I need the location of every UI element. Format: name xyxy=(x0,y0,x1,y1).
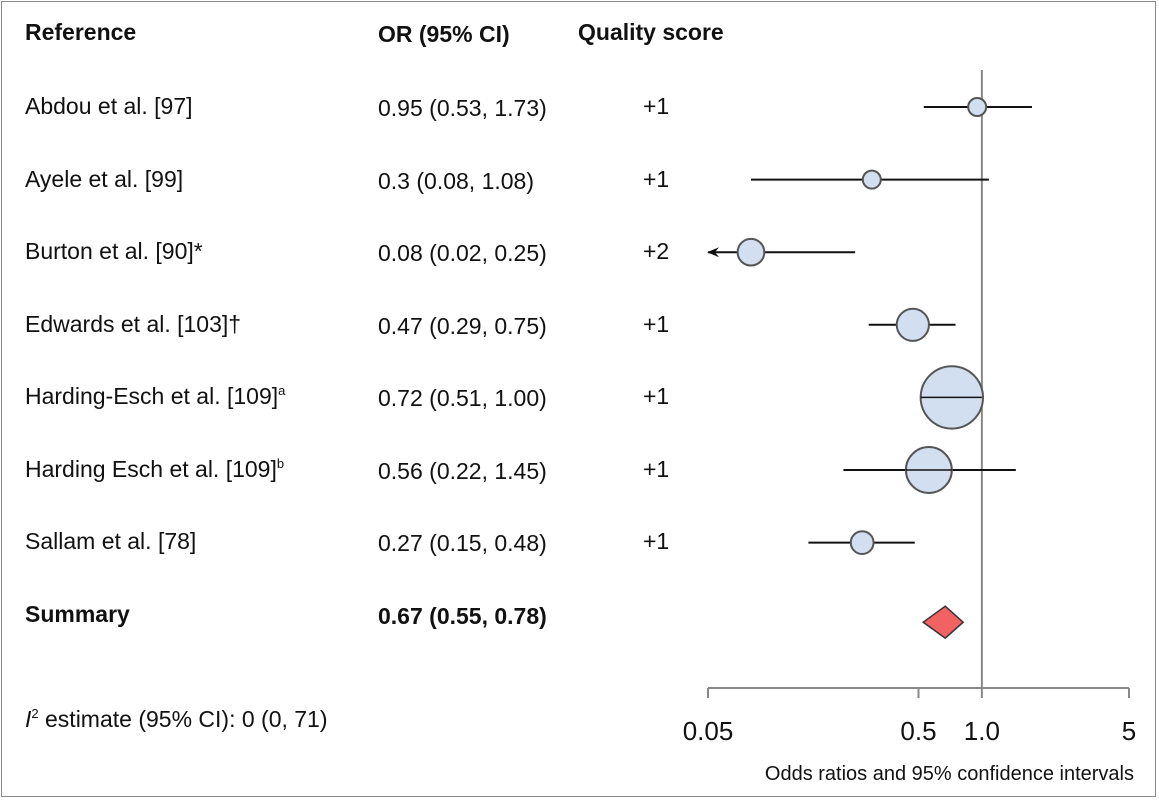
summary-label: Summary xyxy=(25,601,130,627)
row-or: 0.08 (0.02, 0.25) xyxy=(378,240,547,266)
summary-or: 0.67 (0.55, 0.78) xyxy=(378,603,547,629)
row-reference: Burton et al. [90]* xyxy=(25,238,203,264)
row-reference: Edwards et al. [103]† xyxy=(25,311,242,337)
x-tick-label: 1.0 xyxy=(964,716,1000,746)
study-marker xyxy=(849,530,875,555)
study-marker xyxy=(736,237,766,267)
study-marker xyxy=(967,97,988,117)
row-quality: +1 xyxy=(643,311,670,337)
row-or: 0.27 (0.15, 0.48) xyxy=(378,530,547,556)
row-quality: +1 xyxy=(643,456,670,482)
x-tick-label: 5 xyxy=(1122,716,1136,746)
row-or: 0.95 (0.53, 1.73) xyxy=(378,95,547,121)
row-or: 0.3 (0.08, 1.08) xyxy=(378,168,534,194)
study-marker xyxy=(861,169,882,190)
row-reference: Ayele et al. [99] xyxy=(25,166,184,192)
row-reference: Abdou et al. [97] xyxy=(25,93,193,119)
x-tick-label: 0.05 xyxy=(683,716,734,746)
heterogeneity-estimate: I2 estimate (95% CI): 0 (0, 71) xyxy=(25,706,328,732)
row-quality: +1 xyxy=(643,528,670,554)
row-quality: +1 xyxy=(643,383,670,409)
header-or: OR (95% CI) xyxy=(378,21,510,47)
x-axis-title: Odds ratios and 95% confidence intervals xyxy=(765,763,1134,785)
row-quality: +1 xyxy=(643,93,670,119)
row-reference: Harding-Esch et al. [109]a xyxy=(25,383,286,409)
row-or: 0.56 (0.22, 1.45) xyxy=(378,458,547,484)
row-or: 0.72 (0.51, 1.00) xyxy=(378,385,547,411)
x-tick-label: 0.5 xyxy=(900,716,936,746)
header-reference: Reference xyxy=(25,19,137,45)
summary-diamond xyxy=(921,605,965,640)
row-reference: Harding Esch et al. [109]b xyxy=(25,456,285,482)
row-quality: +1 xyxy=(643,166,670,192)
row-quality: +2 xyxy=(643,238,670,264)
row-reference: Sallam et al. [78] xyxy=(25,528,197,554)
header-quality: Quality score xyxy=(578,19,724,45)
study-marker xyxy=(895,307,930,342)
row-or: 0.47 (0.29, 0.75) xyxy=(378,313,547,339)
